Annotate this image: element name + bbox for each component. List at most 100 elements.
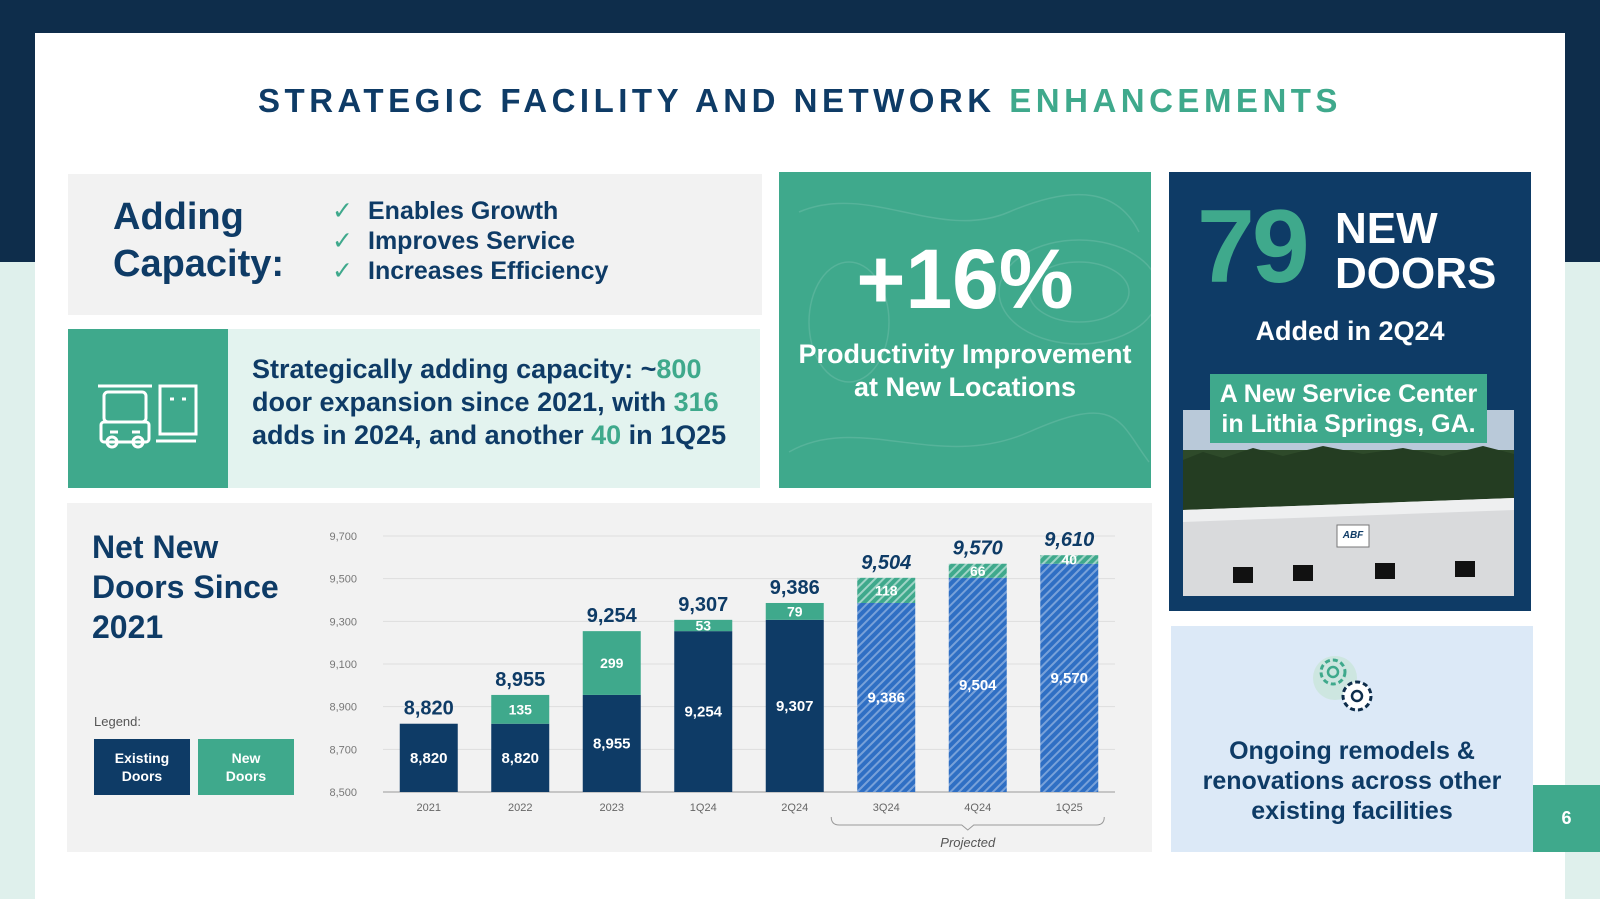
legend-entry: New Doors — [198, 739, 294, 795]
text-run: door expansion since 2021, with — [252, 387, 674, 417]
bar-segment — [674, 619, 733, 632]
bar-segment — [491, 694, 550, 724]
total-label: 9,386 — [770, 577, 820, 599]
capacity-heading: Adding Capacity: — [113, 196, 285, 285]
total-label: 9,254 — [587, 605, 638, 627]
bar-segment — [582, 694, 641, 792]
remodel-line: renovations across other — [1202, 767, 1502, 795]
segment-label: 135 — [509, 701, 533, 717]
bar-segment — [491, 723, 550, 792]
legend-entry: Existing Doors — [94, 739, 190, 795]
productivity-box: +16% Productivity Improvement at New Loca… — [779, 172, 1151, 488]
legend-title: Legend: — [94, 714, 141, 729]
bar-segment — [399, 723, 458, 792]
check-item: Enables Growth — [332, 196, 608, 226]
doors-text: NEW DOORS — [1335, 204, 1497, 298]
x-tick-label: 2021 — [417, 802, 441, 814]
x-tick-label: 2Q24 — [781, 802, 808, 814]
segment-label: 118 — [875, 582, 898, 598]
segment-label: 8,820 — [501, 750, 539, 767]
page-number: 6 — [1533, 785, 1600, 852]
remodel-text: Ongoing remodels & renovations across oth… — [1171, 736, 1533, 826]
bar-segment — [674, 631, 733, 792]
segment-label: 8,955 — [593, 735, 631, 752]
caption-line: in Lithia Springs, GA. — [1221, 410, 1476, 438]
title-accent: ENHANCEMENTS — [1009, 82, 1342, 119]
title-main: STRATEGIC FACILITY AND NETWORK — [258, 82, 996, 119]
total-label: 9,307 — [678, 594, 728, 616]
total-label: 8,820 — [404, 698, 454, 720]
text-run: Strategically adding capacity: ~ — [252, 354, 657, 384]
segment-label: 8,820 — [410, 750, 448, 767]
x-tick-label: 3Q24 — [873, 802, 900, 814]
y-tick-label: 9,500 — [329, 574, 357, 586]
highlight-number: 40 — [591, 420, 622, 450]
chart-title: Net New Doors Since 2021 — [92, 529, 279, 645]
y-tick-label: 9,100 — [329, 659, 357, 671]
bar-segment — [1040, 563, 1099, 792]
bar-segment — [948, 563, 1007, 578]
x-tick-label: 1Q24 — [690, 802, 717, 814]
segment-label: 66 — [970, 563, 986, 579]
remodel-box: Ongoing remodels & renovations across oth… — [1171, 626, 1533, 852]
productivity-label: Productivity Improvement at New Locations — [779, 338, 1151, 404]
segment-label: 9,254 — [684, 704, 722, 721]
y-tick-label: 9,700 — [329, 531, 357, 543]
segment-label: 9,307 — [776, 698, 814, 715]
segment-label: 53 — [695, 617, 711, 633]
label-line: Productivity Improvement — [798, 339, 1132, 369]
doors-sub: Added in 2Q24 — [1255, 316, 1445, 346]
x-tick-label: 1Q25 — [1056, 802, 1083, 814]
remodel-line: Ongoing remodels & — [1229, 737, 1475, 765]
label-line: at New Locations — [853, 372, 1077, 402]
y-tick-label: 8,700 — [329, 744, 357, 756]
highlight-number: 316 — [673, 387, 719, 417]
segment-label: 9,504 — [959, 677, 997, 694]
x-tick-label: 2023 — [600, 802, 624, 814]
chart-panel: Net New Doors Since 2021 Legend: Existin… — [67, 503, 1152, 852]
legend: Existing Doors New Doors — [94, 739, 294, 795]
caption: A New Service Center in Lithia Springs, G… — [1210, 374, 1487, 443]
projected-bracket — [830, 816, 1105, 831]
doors-number: 79 — [1197, 189, 1310, 305]
slide-title: STRATEGIC FACILITY AND NETWORK ENHANCEME… — [35, 82, 1565, 120]
capacity-box: Adding Capacity: Enables GrowthImproves … — [68, 174, 762, 315]
bar-segment — [857, 577, 916, 603]
caption-line: A New Service Center — [1219, 380, 1478, 408]
y-tick-label: 8,500 — [329, 787, 357, 799]
bar-segment — [1040, 555, 1099, 564]
y-tick-label: 9,300 — [329, 616, 357, 628]
expansion-text: Strategically adding capacity: ~800 door… — [252, 353, 752, 452]
total-label: 8,955 — [495, 669, 545, 691]
bar-segment — [765, 602, 824, 620]
segment-label: 9,570 — [1050, 670, 1088, 687]
segment-label: 79 — [787, 603, 803, 619]
bar-segment — [948, 577, 1007, 792]
text-run: in 1Q25 — [621, 420, 727, 450]
total-label: 9,610 — [1044, 529, 1094, 551]
icon-tile — [68, 329, 228, 488]
segment-label: 40 — [1061, 551, 1077, 567]
chart: 8,500 8,700 8,900 9,100 9,300 9,500 9,700 2021 8… — [329, 529, 1115, 850]
gears-icon — [1313, 656, 1373, 712]
x-tick-label: 2022 — [508, 802, 532, 814]
segment-label: 9,386 — [867, 689, 905, 706]
check-item: Improves Service — [332, 226, 608, 256]
bar-segment — [765, 619, 824, 792]
expansion-box: Strategically adding capacity: ~800 door… — [68, 329, 760, 488]
check-item: Increases Efficiency — [332, 256, 608, 286]
remodel-line: existing facilities — [1251, 797, 1453, 825]
bar-segment — [857, 602, 916, 792]
text-run: adds in 2024, and another — [252, 420, 592, 450]
doors-box: 79 NEW DOORS Added in 2Q24 ABF A New Ser… — [1169, 172, 1531, 611]
sign-text: ABF — [1342, 530, 1364, 541]
x-tick-label: 4Q24 — [964, 802, 991, 814]
contour-texture — [788, 193, 1151, 463]
truck-door-icon — [98, 384, 198, 449]
total-label: 9,504 — [861, 552, 911, 574]
projected-label: Projected — [940, 835, 996, 850]
segment-label: 299 — [600, 655, 624, 671]
bar-segment — [582, 631, 641, 695]
total-label: 9,570 — [953, 538, 1003, 560]
